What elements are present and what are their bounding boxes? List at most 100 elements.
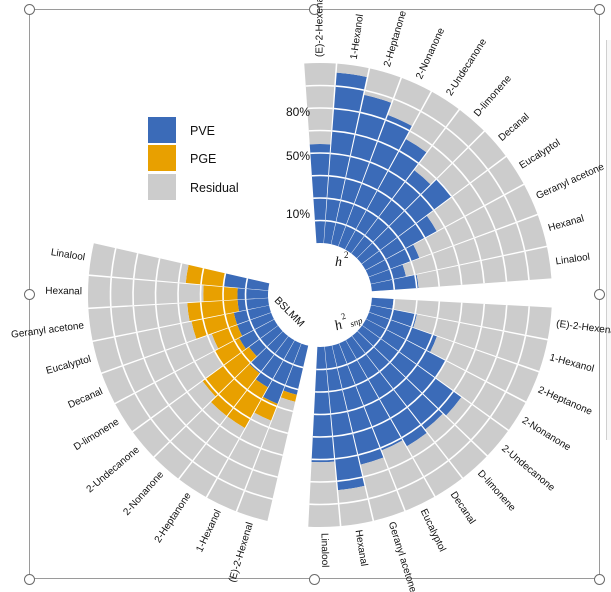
h2snp-bar-residual-d-limonene: [425, 413, 487, 478]
bslmm-bar-pge-decanal: [211, 324, 243, 349]
h2snp-bar-residual-2-heptanone: [430, 336, 539, 402]
h2snp-label-geranyl-acetone: Geranyl acetone: [386, 521, 419, 592]
bslmm-bar-residual-2-undecanone: [133, 381, 216, 457]
resize-handle-top-right[interactable]: [594, 4, 605, 15]
tick-label-10: 10%: [286, 207, 310, 221]
tick-label-80: 80%: [286, 105, 310, 119]
legend-swatch-residual: [148, 174, 176, 200]
h2snp-bar-segment-line: [502, 305, 508, 331]
h2-bar-segment-line: [409, 130, 433, 146]
h2-bar-segment-line: [405, 181, 421, 195]
h2snp-bar-segment-line: [347, 405, 364, 412]
h2-bar-segment-line: [473, 238, 482, 261]
bslmm-bar-segment-line: [253, 329, 261, 340]
h2snp-bar-segment-line: [453, 371, 467, 391]
bslmm-bar-pve-1-hexanol: [263, 340, 302, 404]
h2snp-bar-segment-line: [328, 388, 343, 393]
h2-bar-segment-line: [392, 279, 396, 290]
h2snp-bar-segment-line: [367, 371, 380, 380]
h2-bar-pve-2-heptanone: [331, 94, 392, 247]
bslmm-bar-segment-line: [293, 363, 304, 369]
h2snp-bar-segment-line: [495, 331, 505, 357]
h2snp-title-main: h: [333, 318, 345, 334]
h2snp-bar-segment-line: [390, 406, 408, 419]
h2snp-bar-segment-line: [432, 318, 438, 335]
h2snp-bar-segment-line: [410, 313, 416, 328]
h2-bar-segment-line: [515, 222, 526, 251]
bslmm-bar-segment-line: [234, 378, 248, 391]
h2-bar-segment-line: [433, 210, 446, 228]
bslmm-bar-segment-line: [219, 425, 240, 439]
bslmm-bar-pge-e-2-hexenal: [280, 390, 297, 402]
bslmm-bar-segment-line: [122, 366, 136, 393]
bslmm-bar-segment-line: [274, 353, 284, 361]
bslmm-bar-segment-line: [180, 323, 187, 343]
h2-bar-residual-1-hexanol: [336, 63, 369, 77]
h2snp-bar-segment-line: [425, 334, 434, 351]
h2snp-bar-segment-line: [392, 298, 396, 310]
legend-swatch-pge: [148, 145, 176, 171]
h2snp-bar-segment-line: [465, 349, 476, 371]
h2snp-bar-residual-1-hexanol: [413, 314, 548, 371]
bslmm-bar-segment-line: [143, 358, 156, 383]
h2-bar-pve-2-undecanone: [345, 139, 427, 254]
bslmm-label-2-nonanone: 2-Nonanone: [121, 469, 166, 518]
resize-handle-bottom-right[interactable]: [594, 574, 605, 585]
h2-bar-segment-line: [372, 242, 381, 251]
h2-bar-pve-decanal: [356, 178, 453, 264]
h2snp-bar-segment-line: [448, 440, 472, 461]
bslmm-bar-segment-line: [154, 281, 157, 304]
h2snp-bar-segment-line: [365, 346, 375, 355]
bslmm-bar-segment-line: [110, 248, 117, 277]
h2-bar-segment-line: [355, 229, 365, 236]
h2-label-d-limonene: D-limonene: [472, 73, 514, 119]
bslmm-label-2-undecanone: 2-Undecanone: [85, 444, 143, 495]
bslmm-bar-residual-eucalyptol: [92, 321, 197, 373]
legend-label-residual: Residual: [190, 181, 239, 195]
bslmm-bar-segment-line: [132, 279, 135, 306]
h2snp-bar-segment-line: [471, 381, 487, 405]
bslmm-bar-segment-line: [222, 300, 226, 315]
h2-bar-segment-line: [332, 130, 355, 135]
resize-handle-bottom[interactable]: [309, 574, 320, 585]
h2-bar-residual-2-nonanone: [388, 77, 431, 126]
h2snp-bar-pve-linalool: [311, 346, 335, 463]
bslmm-bar-segment-line: [114, 337, 124, 366]
bslmm-bar-segment-line: [272, 379, 286, 387]
bslmm-bar-segment-line: [228, 457, 253, 470]
h2snp-bar-segment-line: [389, 309, 394, 320]
bslmm-bar-segment-line: [260, 371, 273, 381]
h2snp-bar-segment-line: [414, 300, 418, 314]
resize-handle-right[interactable]: [594, 289, 605, 300]
bslmm-bar-segment-line: [155, 258, 161, 281]
h2-bar-segment-line: [420, 110, 446, 128]
h2snp-bar-segment-line: [434, 424, 455, 443]
h2-label-2-nonanone: 2-Nonanone: [414, 26, 447, 81]
bslmm-bar-pve-e-2-hexenal: [283, 343, 309, 395]
h2snp-bar-segment-line: [445, 342, 455, 361]
resize-handle-top-left[interactable]: [24, 4, 35, 15]
h2-bar-segment-line: [424, 237, 433, 254]
resize-handle-bottom-left[interactable]: [24, 574, 35, 585]
h2-bar-segment-line: [432, 145, 453, 164]
h2snp-bar-segment-line: [335, 454, 358, 460]
h2snp-bar-pve-d-limonene: [352, 331, 443, 430]
h2-bar-segment-line: [384, 259, 391, 270]
h2-label-geranyl-acetone: Geranyl acetone: [535, 161, 607, 202]
h2snp-label-d-limonene: D-limonene: [475, 468, 518, 514]
h2-bar-segment-line: [369, 161, 389, 171]
h2snp-bar-segment-line: [389, 351, 400, 363]
h2snp-bar-segment-line: [337, 476, 363, 482]
resize-handle-top[interactable]: [309, 4, 320, 15]
h2snp-bar-pve-2-undecanone: [357, 325, 462, 416]
h2snp-bar-segment-line: [436, 301, 441, 318]
h2-bar-segment-line: [365, 89, 393, 100]
bslmm-label-eucalyptol: Eucalyptol: [45, 354, 92, 377]
h2snp-bar-residual-e-2-hexenal: [392, 298, 552, 339]
h2-bar-segment-line: [354, 203, 367, 211]
resize-handle-left[interactable]: [24, 289, 35, 300]
h2snp-bar-segment-line: [505, 364, 519, 392]
h2snp-bar-segment-line: [397, 476, 424, 491]
bslmm-bar-segment-line: [222, 273, 227, 287]
h2-bar-segment-line: [379, 250, 387, 260]
